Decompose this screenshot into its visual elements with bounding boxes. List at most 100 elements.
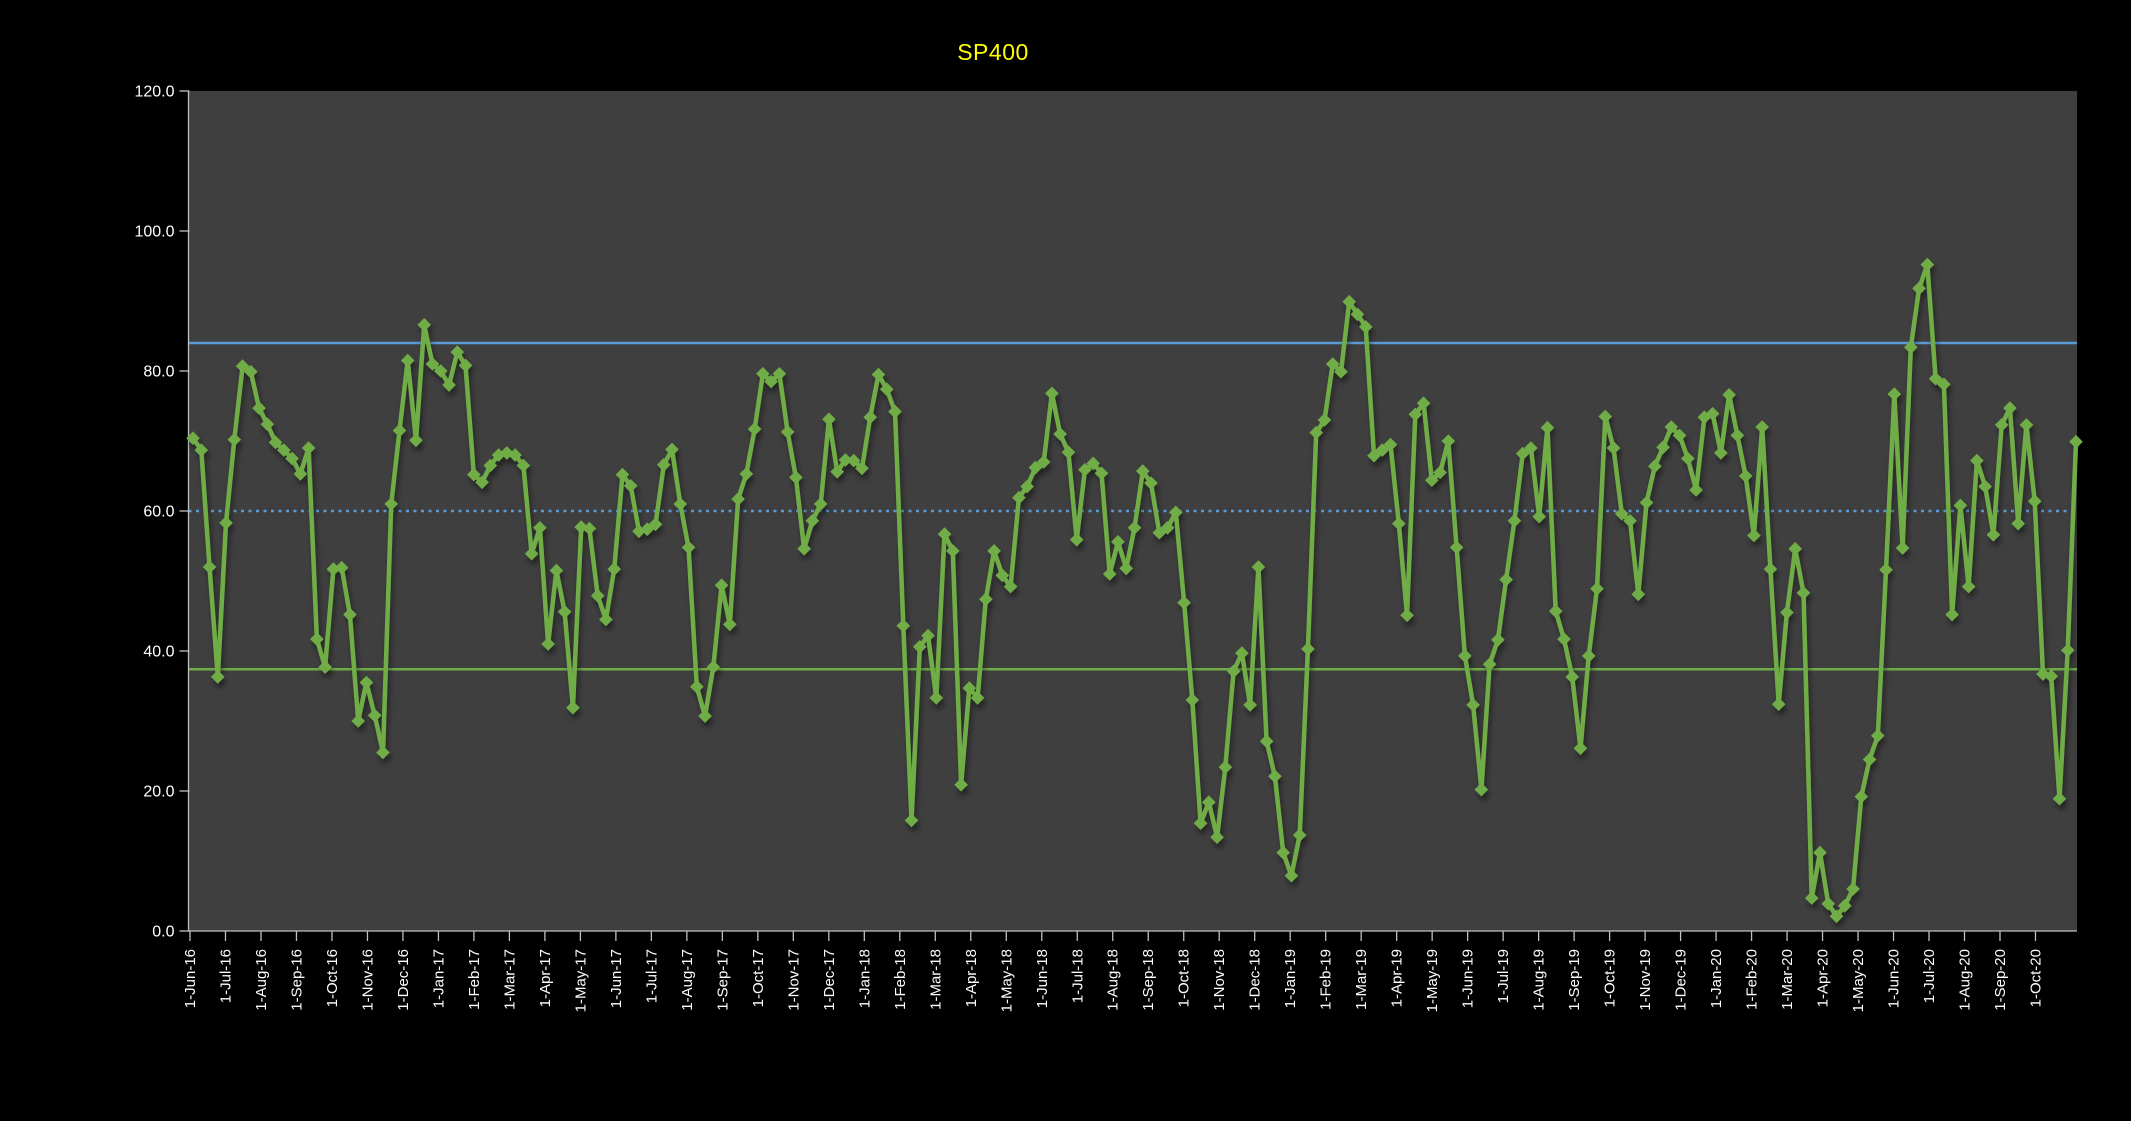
x-axis-tick-label: 1-Oct-18 <box>1176 949 1193 1007</box>
x-axis-tick-label: 1-Mar-20 <box>1779 949 1796 1010</box>
data-point-marker <box>863 410 878 424</box>
data-point-marker <box>681 540 696 555</box>
data-point-marker <box>227 432 242 447</box>
data-point-marker <box>359 675 374 690</box>
chart-title: SP400 <box>957 39 1029 65</box>
data-point-marker <box>1623 514 1637 528</box>
data-point-marker <box>1639 495 1654 510</box>
data-point-marker <box>458 358 473 373</box>
x-axis-tick-label: 1-Jan-20 <box>1708 949 1725 1008</box>
data-point-marker <box>739 467 754 481</box>
x-axis-tick-label: 1-Dec-16 <box>395 949 412 1011</box>
data-point-marker <box>1631 587 1646 602</box>
data-point-marker <box>1771 697 1786 711</box>
data-point-marker <box>896 619 911 633</box>
x-axis-tick-label: 1-Jan-17 <box>430 949 447 1008</box>
data-point-marker <box>1226 664 1241 679</box>
data-point-marker <box>706 660 721 674</box>
data-point-marker <box>1904 340 1918 354</box>
data-point-marker <box>1078 462 1092 477</box>
data-point-marker <box>508 448 522 462</box>
data-point-marker <box>1945 607 1959 622</box>
data-point-marker <box>244 364 258 379</box>
data-point-marker <box>921 628 935 643</box>
data-point-marker <box>714 578 729 592</box>
x-axis-tick-label: 1-Aug-18 <box>1105 949 1122 1011</box>
y-axis-tick-label: 60.0 <box>143 504 174 521</box>
data-point-marker <box>1961 579 1976 594</box>
x-axis-tick-label: 1-Aug-17 <box>679 949 696 1011</box>
data-point-marker <box>1127 521 1142 535</box>
data-point-marker <box>615 467 630 482</box>
data-point-marker <box>194 443 209 457</box>
data-point-marker <box>789 470 803 485</box>
data-point-marker <box>590 588 605 603</box>
data-point-marker <box>285 451 299 466</box>
data-point-marker <box>1738 469 1753 483</box>
data-point-marker <box>888 404 902 419</box>
data-point-marker <box>871 367 886 382</box>
data-point-marker <box>1086 456 1101 471</box>
data-point-marker <box>1449 540 1464 555</box>
x-axis-tick-label: 1-Feb-18 <box>892 949 909 1010</box>
x-axis-tick-label: 1-Sep-19 <box>1566 949 1583 1011</box>
data-point-marker <box>698 709 712 723</box>
data-point-marker <box>1705 406 1720 421</box>
data-point-marker <box>995 568 1010 583</box>
data-point-marker <box>1937 377 1951 392</box>
x-axis-tick-label: 1-Aug-19 <box>1531 949 1548 1011</box>
data-point-marker <box>1235 646 1249 660</box>
x-axis: 1-Jun-16 1-Jul-16 1-Aug-16 1-Sep-16 1-Oct-16… <box>182 930 2077 1012</box>
x-axis-tick-label: 1-Sep-16 <box>288 949 305 1011</box>
data-point-marker <box>1970 453 1984 468</box>
data-point-marker <box>673 497 688 511</box>
data-point-marker <box>1185 693 1200 707</box>
data-point-marker <box>343 607 357 622</box>
x-axis-tick-label: 1-Jul-20 <box>1921 949 1938 1003</box>
data-point-marker <box>574 520 588 534</box>
data-point-marker <box>1870 728 1885 743</box>
data-point-marker <box>1334 364 1348 379</box>
data-point-marker <box>1474 782 1489 797</box>
data-point-marker <box>929 691 944 705</box>
data-point-marker <box>1755 420 1769 434</box>
data-point-marker <box>1540 420 1555 435</box>
x-axis-tick-label: 1-Jun-18 <box>1034 949 1051 1008</box>
data-point-marker <box>1317 413 1332 427</box>
data-point-marker <box>1012 490 1026 505</box>
y-axis-tick-label: 120.0 <box>134 84 174 101</box>
data-point-marker <box>533 521 547 535</box>
data-point-marker <box>524 546 539 561</box>
data-point-marker <box>1978 479 1992 494</box>
data-point-marker <box>334 560 349 575</box>
data-point-marker <box>1210 830 1224 844</box>
data-point-marker <box>582 521 597 536</box>
x-axis-tick-label: 1-Nov-19 <box>1637 949 1654 1011</box>
data-point-marker <box>1383 437 1398 452</box>
data-point-marker <box>1606 441 1621 455</box>
data-point-marker <box>1416 396 1431 410</box>
data-point-marker <box>1614 507 1629 521</box>
data-point-marker <box>219 516 233 530</box>
data-point-marker <box>1829 909 1844 924</box>
y-axis-tick-label: 0.0 <box>152 924 174 941</box>
data-point-marker <box>202 560 217 574</box>
data-point-marker <box>2069 434 2083 449</box>
data-point-marker <box>1350 307 1365 322</box>
data-point-marker <box>1003 579 1018 594</box>
data-point-marker <box>772 367 787 381</box>
data-point-marker <box>623 479 638 493</box>
x-axis-tick-label: 1-Dec-19 <box>1673 949 1690 1011</box>
data-point-marker <box>1515 446 1530 461</box>
data-point-marker <box>1763 562 1778 576</box>
data-point-marker <box>1358 320 1373 334</box>
data-point-marker <box>1697 410 1712 424</box>
data-point-marker <box>1524 441 1538 455</box>
data-point-marker <box>731 492 745 506</box>
data-point-marker <box>235 359 250 373</box>
data-point-marker <box>1367 448 1381 463</box>
data-point-marker <box>855 461 869 476</box>
data-point-marker <box>475 475 489 490</box>
data-point-marker <box>1994 418 2009 432</box>
data-point-marker <box>318 660 332 674</box>
